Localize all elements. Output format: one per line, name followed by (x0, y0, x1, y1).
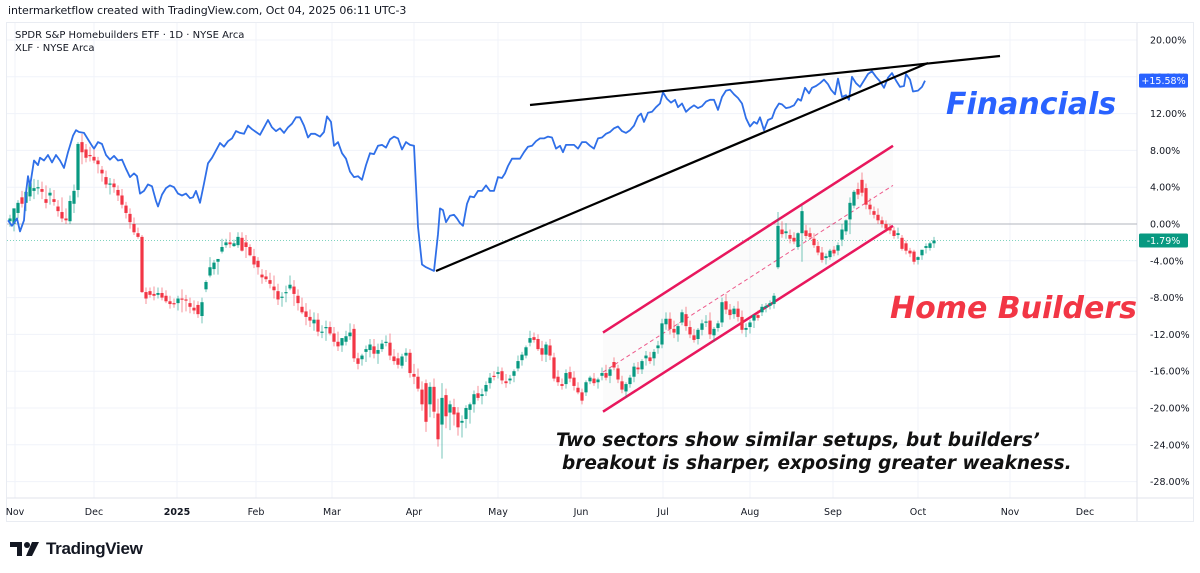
channel-upper-line (602, 144, 894, 334)
homebuilders-candlestick-series (8, 133, 936, 459)
tradingview-wordmark: TradingView (46, 539, 143, 558)
y-tick-label: -4.00% (1150, 256, 1184, 267)
time-axis[interactable]: Nov Dec 2025 Feb Mar Apr May Jun Jul Aug Sep Oct Nov… (6, 507, 1094, 518)
y-tick-label: -24.00% (1150, 440, 1190, 451)
y-tick-label: -12.00% (1150, 330, 1190, 341)
chart-pane[interactable] (6, 22, 1194, 522)
homebuilders-label: Home Builders (890, 291, 1137, 326)
y-tick-label: -16.00% (1150, 367, 1190, 378)
y-tick-label: -28.00% (1150, 477, 1190, 488)
x-tick-label: Jul (656, 507, 668, 518)
parallel-channel-drawing[interactable] (602, 144, 894, 413)
upper-trendline (529, 54, 1001, 107)
y-tick-label: -20.00% (1150, 404, 1190, 415)
y-tick-label: 0.00% (1150, 220, 1180, 231)
caption-line-2: breakout is sharper, exposing greater we… (562, 453, 1072, 474)
legend-main-series[interactable]: SPDR S&P Homebuilders ETF · 1D · NYSE Ar… (15, 30, 245, 41)
y-tick-label: 20.00% (1150, 36, 1186, 47)
x-tick-label: Mar (323, 507, 341, 518)
svg-text:-1.79%: -1.79% (1147, 236, 1181, 247)
x-tick-label: Jun (573, 507, 589, 518)
x-tick-label: Apr (406, 507, 423, 518)
channel-lower-line (602, 224, 894, 413)
x-tick-label: Aug (741, 507, 760, 518)
grid-lines (7, 23, 1193, 521)
legend-compare-series[interactable]: XLF · NYSE Arca (15, 43, 95, 54)
financials-line-series (7, 70, 926, 272)
x-tick-label: Feb (248, 507, 265, 518)
x-tick-label: 2025 (164, 507, 190, 518)
svg-text:+15.58%: +15.58% (1141, 76, 1185, 87)
x-tick-label: Dec (85, 507, 103, 518)
channel-mid-line (602, 184, 894, 373)
y-tick-label: -8.00% (1150, 293, 1184, 304)
trendline-drawings[interactable] (435, 54, 1001, 273)
financials-label: Financials (946, 87, 1116, 122)
series-legend: SPDR S&P Homebuilders ETF · 1D · NYSE Ar… (15, 29, 244, 55)
y-tick-label: 4.00% (1150, 183, 1180, 194)
x-tick-label: Nov (6, 507, 25, 518)
x-tick-label: Sep (824, 507, 842, 518)
tradingview-logo-icon (10, 542, 39, 556)
x-tick-label: Dec (1076, 507, 1094, 518)
y-tick-label: 8.00% (1150, 146, 1180, 157)
tradingview-logo[interactable]: TradingView (10, 539, 143, 559)
caption-line-1: Two sectors show similar setups, but bui… (556, 430, 1040, 451)
y-tick-label: 12.00% (1150, 109, 1186, 120)
price-axis[interactable]: 20.00%16.00%12.00%8.00%4.00%0.00%-4.00%-… (1150, 36, 1190, 489)
price-badges: +15.58% -1.79% (1139, 73, 1188, 248)
x-tick-label: May (488, 507, 508, 518)
x-tick-label: Nov (1001, 507, 1020, 518)
lower-trendline (435, 61, 929, 273)
chart-attribution: intermarketflow created with TradingView… (8, 4, 407, 17)
x-tick-label: Oct (910, 507, 927, 518)
